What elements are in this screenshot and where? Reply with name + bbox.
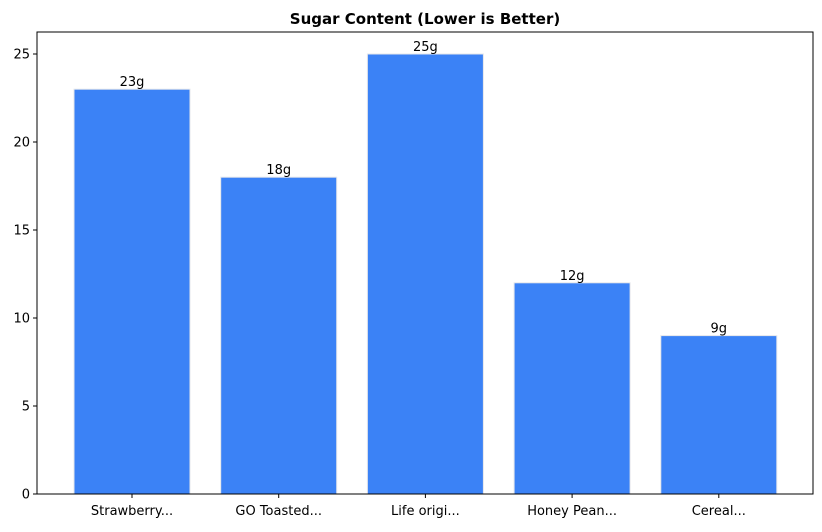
y-tick-label: 25 [13,48,30,63]
y-tick-label: 10 [13,312,30,327]
x-tick-label: GO Toasted... [235,504,322,519]
x-tick-label: Strawberry... [91,504,173,519]
data-label: 25g [413,40,438,55]
data-label: 12g [560,269,585,284]
y-tick-label: 0 [22,488,30,503]
bar [513,282,631,495]
bar [220,176,338,495]
y-tick-label: 15 [13,224,30,239]
y-tick-label: 5 [22,400,30,415]
plot-frame [36,31,814,495]
data-label: 9g [711,322,728,337]
bar [660,335,778,495]
data-label: 23g [120,75,145,90]
y-tick-label: 20 [13,136,30,151]
x-tick-label: Cereal... [692,504,746,519]
bar [73,88,191,495]
x-tick-label: Life origi... [391,504,460,519]
bar [366,53,484,495]
chart-title: Sugar Content (Lower is Better) [290,10,560,28]
data-label: 18g [266,163,291,178]
x-tick-label: Honey Pean... [527,504,617,519]
